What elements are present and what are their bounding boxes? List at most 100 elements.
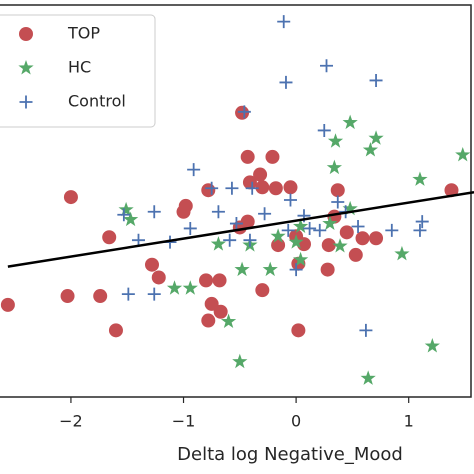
point: [232, 353, 248, 369]
legend-label: TOP: [67, 24, 100, 43]
point: [348, 247, 363, 262]
x-tick-label: 0: [291, 412, 301, 431]
point: [359, 323, 373, 337]
point: [147, 287, 161, 301]
point: [351, 219, 365, 233]
point: [235, 105, 250, 120]
point: [255, 283, 270, 298]
point: [271, 238, 286, 253]
point: [369, 73, 383, 87]
point: [332, 238, 348, 253]
point: [279, 75, 293, 89]
point: [369, 231, 384, 246]
point: [320, 262, 335, 277]
point: [118, 201, 134, 217]
x-tick-label: −2: [59, 412, 83, 431]
point: [205, 181, 219, 195]
point: [258, 207, 272, 221]
point: [237, 105, 251, 119]
point: [270, 228, 286, 243]
point: [187, 163, 201, 177]
point: [232, 220, 247, 235]
point: [321, 238, 336, 253]
point: [242, 175, 257, 190]
point: [102, 230, 117, 245]
legend-marker: [19, 95, 33, 109]
point: [326, 159, 342, 175]
point: [277, 15, 291, 29]
point: [183, 221, 197, 235]
legend-marker: [19, 27, 33, 41]
point: [444, 183, 459, 198]
point: [213, 304, 228, 319]
point: [144, 257, 159, 272]
point: [63, 190, 78, 205]
point: [331, 195, 345, 209]
point: [93, 289, 108, 304]
point: [60, 289, 75, 304]
point: [342, 200, 358, 216]
legend-marker: [18, 60, 34, 75]
point: [122, 211, 139, 227]
point: [394, 245, 410, 261]
point: [268, 181, 283, 196]
point: [176, 204, 191, 219]
point: [225, 181, 239, 195]
point: [201, 313, 216, 328]
point: [199, 273, 214, 288]
x-tick-label: 1: [404, 412, 414, 431]
point: [291, 323, 306, 338]
fit-line: [7, 190, 474, 268]
point: [360, 370, 376, 385]
point: [293, 251, 309, 267]
legend-label: Control: [68, 92, 126, 111]
point: [355, 231, 370, 246]
point: [117, 208, 131, 222]
x-axis-label: Delta log Negative_Mood: [177, 444, 403, 465]
x-tick-label: −1: [172, 412, 196, 431]
point: [240, 149, 255, 164]
point: [413, 223, 427, 237]
point: [342, 114, 358, 130]
point: [412, 171, 428, 186]
point: [283, 193, 297, 207]
point: [289, 263, 303, 277]
point: [211, 205, 225, 219]
point: [151, 270, 166, 285]
point: [245, 181, 259, 195]
point: [147, 205, 161, 219]
point: [253, 167, 268, 182]
series-top: [0, 105, 459, 338]
point: [255, 180, 270, 195]
point: [229, 217, 243, 231]
point: [182, 280, 198, 295]
point: [204, 296, 219, 311]
point: [0, 297, 15, 312]
point: [339, 225, 354, 240]
point: [108, 323, 123, 338]
point: [201, 183, 216, 198]
point: [262, 261, 278, 277]
plot-frame: [0, 4, 472, 398]
point: [368, 130, 384, 145]
point: [288, 234, 304, 249]
legend-box: [0, 14, 156, 128]
point: [313, 223, 327, 237]
point: [121, 287, 135, 301]
point: [243, 233, 257, 247]
point: [283, 180, 298, 195]
point: [385, 223, 399, 237]
point: [320, 59, 334, 73]
point: [210, 236, 227, 251]
point: [220, 313, 237, 329]
series-hc: [118, 114, 471, 385]
point: [234, 261, 250, 277]
point: [166, 280, 183, 295]
point: [327, 133, 344, 148]
point: [281, 223, 295, 237]
point: [293, 218, 309, 233]
point: [317, 123, 331, 137]
point: [455, 146, 471, 162]
point: [223, 233, 237, 247]
